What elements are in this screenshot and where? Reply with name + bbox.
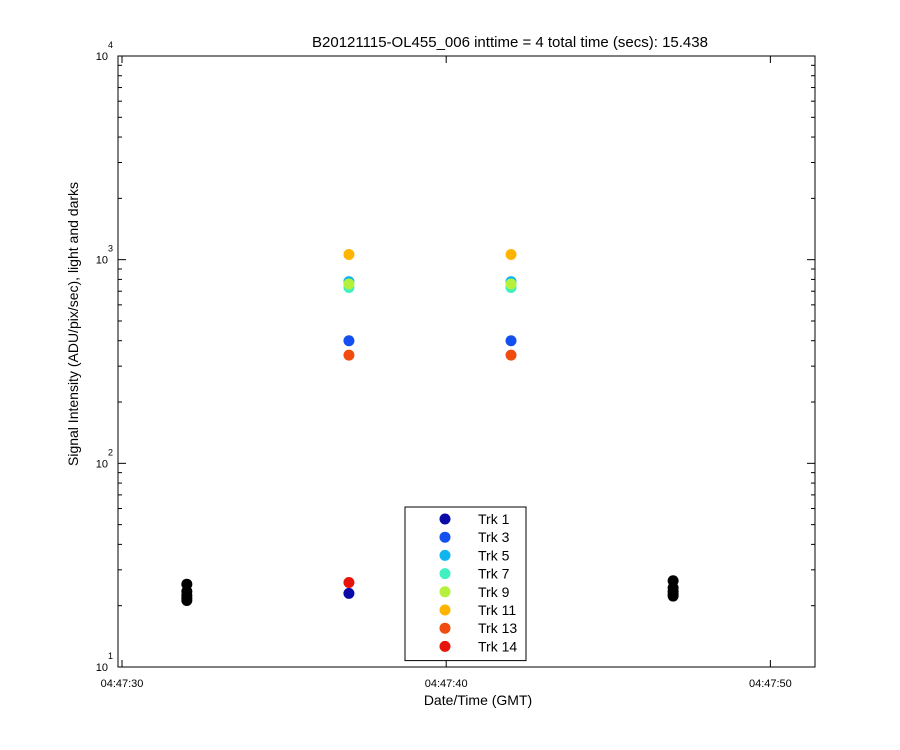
legend-label: Trk 1 bbox=[478, 511, 510, 527]
legend-label: Trk 5 bbox=[478, 547, 510, 563]
y-tick-exponent: 4 bbox=[108, 40, 113, 50]
legend-marker bbox=[439, 640, 451, 652]
legend-label: Trk 9 bbox=[478, 584, 510, 600]
point-trk-9 bbox=[505, 278, 517, 290]
legend-marker bbox=[439, 622, 451, 634]
point-trk-13 bbox=[343, 349, 355, 361]
dark-point bbox=[667, 590, 679, 602]
legend-label: Trk 14 bbox=[478, 638, 517, 654]
x-axis-label: Date/Time (GMT) bbox=[424, 692, 532, 708]
y-tick-exponent: 1 bbox=[108, 651, 113, 661]
point-trk-11 bbox=[343, 249, 355, 261]
x-tick-label: 04:47:50 bbox=[749, 678, 792, 690]
legend-label: Trk 11 bbox=[478, 602, 516, 618]
y-tick-label: 10 bbox=[96, 458, 108, 470]
point-trk-13 bbox=[505, 349, 517, 361]
point-trk-11 bbox=[505, 249, 517, 261]
x-tick-label: 04:47:40 bbox=[425, 678, 468, 690]
dark-point bbox=[181, 595, 193, 607]
point-trk-1 bbox=[343, 587, 355, 599]
legend-marker bbox=[439, 531, 451, 543]
y-tick-label: 10 bbox=[96, 662, 108, 674]
legend-marker bbox=[439, 513, 451, 525]
chart-title: B20121115-OL455_006 inttime = 4 total ti… bbox=[312, 34, 708, 51]
point-trk-14 bbox=[343, 576, 355, 588]
y-tick-label: 10 bbox=[96, 255, 108, 267]
legend-marker bbox=[439, 549, 451, 561]
point-trk-9 bbox=[343, 278, 355, 290]
point-trk-3 bbox=[343, 335, 355, 347]
legend-label: Trk 7 bbox=[478, 566, 510, 582]
x-tick-label: 04:47:30 bbox=[101, 678, 144, 690]
y-tick-label: 10 bbox=[96, 51, 108, 63]
plot-frame bbox=[117, 55, 816, 668]
y-tick-exponent: 2 bbox=[108, 447, 113, 457]
legend-marker bbox=[439, 604, 451, 616]
point-trk-3 bbox=[505, 335, 517, 347]
legend-marker bbox=[439, 568, 451, 580]
legend: Trk 1 Trk 3 Trk 5 Trk 7 Trk 9 Trk 11 Trk 13 Trk… bbox=[404, 506, 527, 662]
y-axis-label: Signal Intensity (ADU/pix/sec), light an… bbox=[65, 182, 81, 466]
legend-label: Trk 13 bbox=[478, 620, 517, 636]
legend-label: Trk 3 bbox=[478, 529, 510, 545]
data-points bbox=[181, 249, 679, 607]
legend-box bbox=[404, 506, 527, 662]
y-tick-exponent: 3 bbox=[108, 244, 113, 254]
legend-marker bbox=[439, 586, 451, 598]
